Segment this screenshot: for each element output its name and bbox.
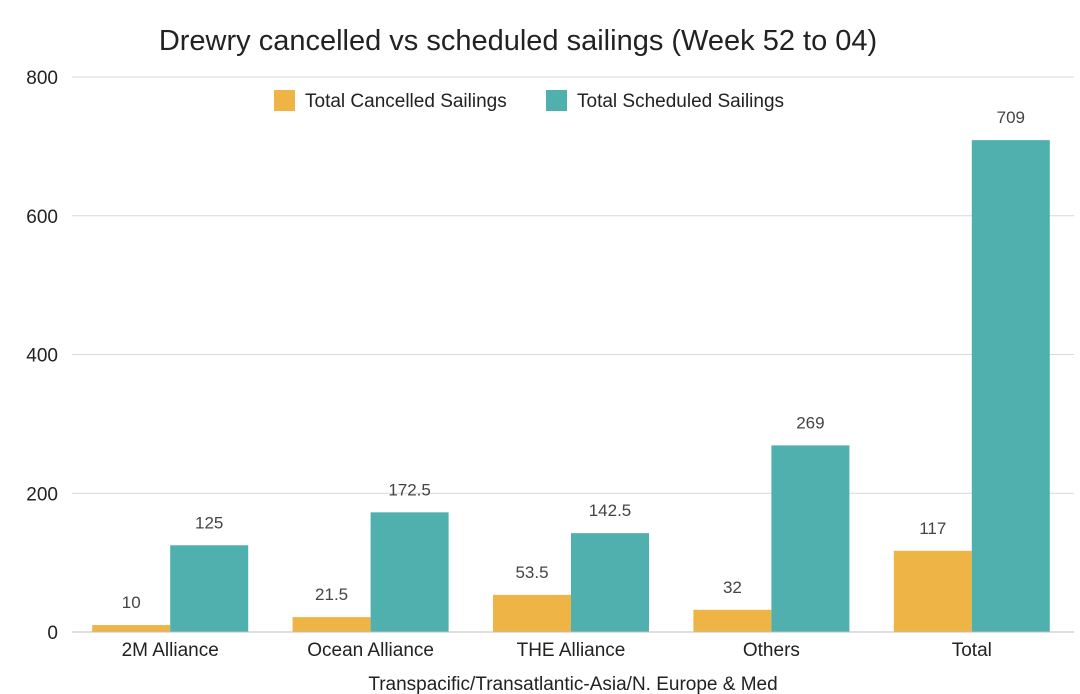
data-label: 117	[919, 519, 946, 538]
x-category-label: Others	[743, 640, 800, 661]
data-label: 172.5	[388, 480, 431, 499]
y-tick-label: 0	[47, 623, 58, 644]
bars	[92, 140, 1050, 632]
bar-cancelled	[292, 617, 371, 632]
legend-label: Total Cancelled Sailings	[305, 91, 507, 112]
data-label: 10	[122, 593, 141, 612]
bar-scheduled	[370, 512, 449, 632]
data-label: 21.5	[315, 585, 348, 604]
x-category-label: THE Alliance	[517, 640, 626, 661]
data-label: 269	[796, 413, 824, 432]
bar-cancelled	[893, 550, 972, 632]
gridlines	[72, 76, 1074, 494]
bar-cancelled	[693, 609, 772, 632]
bar-cancelled	[92, 625, 171, 632]
bar-cancelled	[493, 594, 571, 632]
legend-swatch	[274, 90, 295, 111]
y-tick-label: 200	[26, 484, 58, 505]
data-label: 142.5	[589, 501, 632, 520]
data-label: 125	[195, 513, 223, 532]
x-category-label: Total	[952, 640, 992, 661]
x-category-label: 2M Alliance	[122, 640, 219, 661]
x-axis-categories: 2M Alliance Ocean Alliance THE Alliance Oth…	[122, 640, 992, 661]
bar-scheduled	[571, 533, 649, 632]
chart-title: Drewry cancelled vs scheduled sailings (…	[159, 25, 877, 57]
data-label: 53.5	[515, 563, 548, 582]
legend: Total Cancelled Sailings Total Scheduled …	[274, 90, 784, 112]
y-tick-label: 600	[26, 207, 58, 228]
data-label: 709	[997, 108, 1025, 127]
legend-label: Total Scheduled Sailings	[577, 91, 784, 112]
y-tick-label: 800	[26, 68, 58, 89]
x-category-label: Ocean Alliance	[307, 640, 434, 661]
bar-scheduled	[771, 445, 850, 632]
x-axis-label: Transpacific/Transatlantic-Asia/N. Europ…	[368, 674, 777, 694]
y-axis-ticks: 0 200 400 600 800	[26, 68, 58, 644]
bar-scheduled	[971, 140, 1050, 632]
data-labels: 10 125 21.5 172.5 53.5 142.5 32 269 117 709	[122, 108, 1025, 612]
bar-scheduled	[170, 545, 249, 632]
data-label: 32	[723, 578, 742, 597]
y-tick-label: 400	[26, 346, 58, 367]
legend-swatch	[546, 90, 567, 111]
